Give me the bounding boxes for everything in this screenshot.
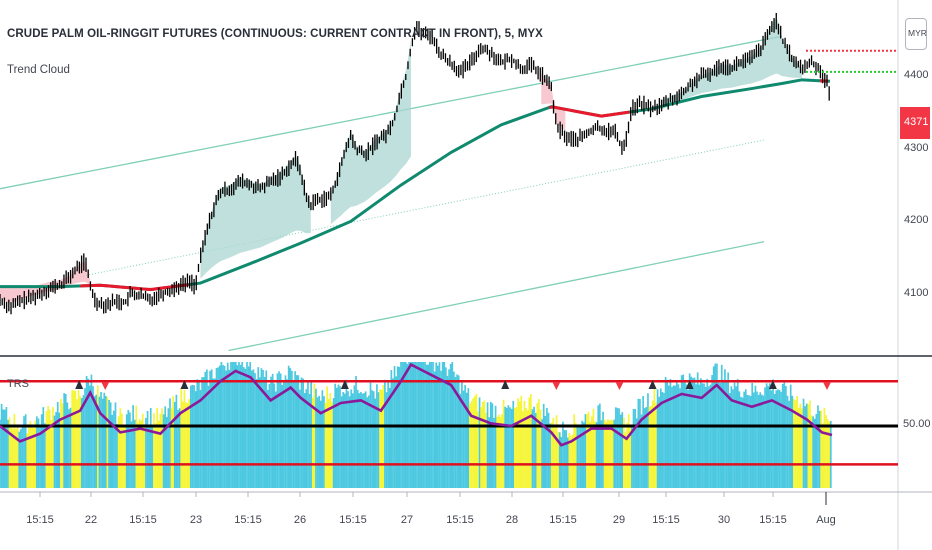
time-axis-label: 22: [84, 514, 98, 526]
signal-up-arrow: [340, 380, 349, 389]
chart-title: CRUDE PALM OIL-RINGGIT FUTURES (CONTINUO…: [7, 28, 543, 40]
signal-up-arrow: [75, 380, 84, 389]
channel-upper-line: [0, 35, 783, 190]
time-axis-label: 15:15: [339, 514, 367, 526]
price-axis-label: 4100: [904, 286, 929, 299]
time-axis-label: 26: [293, 514, 307, 526]
trs-indicator-label[interactable]: TRS: [7, 378, 29, 390]
time-axis-label: Aug: [816, 514, 836, 526]
time-axis-label: 29: [612, 514, 626, 526]
signal-down-arrow: [101, 382, 110, 390]
signal-up-arrow: [180, 380, 189, 389]
indicator-label[interactable]: Trend Cloud: [7, 64, 70, 76]
time-axis-label: 15:15: [129, 514, 157, 526]
time-axis-label: 30: [717, 514, 731, 526]
signal-up-arrow: [685, 380, 694, 389]
trend-cloud-teal-1: [330, 40, 411, 225]
time-axis-label: 27: [400, 514, 414, 526]
time-axis-label: 15:15: [446, 514, 474, 526]
channel-mid-line: [80, 139, 764, 278]
time-axis-label: 15:15: [234, 514, 262, 526]
time-axis-label: 28: [505, 514, 519, 526]
time-axis-label: 15:15: [652, 514, 680, 526]
last-price-badge: 4371: [900, 107, 930, 139]
moving-average-line[interactable]: [0, 78, 831, 292]
oscillator-axis-label: 50.00: [903, 418, 931, 430]
time-axis-label: 15:15: [549, 514, 577, 526]
trend-cloud-teal-0: [200, 156, 311, 279]
price-axis-label: 4400: [904, 69, 929, 82]
last-price-value: 4371: [904, 116, 929, 128]
price-axis-label: 4300: [904, 141, 929, 154]
time-axis-label: 15:15: [759, 514, 787, 526]
signal-down-arrow: [822, 382, 831, 390]
trs-line[interactable]: [0, 362, 833, 447]
currency-badge-text: MYR: [908, 28, 927, 38]
time-axis-label: 15:15: [26, 514, 54, 526]
price-axis-label: 4200: [904, 214, 929, 227]
channel-lower-line: [228, 241, 764, 352]
time-axis-label: 23: [189, 514, 203, 526]
signal-up-arrow: [768, 380, 777, 389]
moving-average-bearish-segment-1: [549, 105, 630, 118]
signal-down-arrow: [552, 382, 561, 390]
trend-cloud-pink-0: [0, 260, 91, 304]
signal-up-arrow: [501, 380, 510, 389]
moving-average-bearish-segment-0: [80, 283, 189, 291]
signal-down-arrow: [615, 382, 624, 390]
currency-badge[interactable]: MYR: [905, 18, 927, 50]
signal-up-arrow: [648, 380, 657, 389]
